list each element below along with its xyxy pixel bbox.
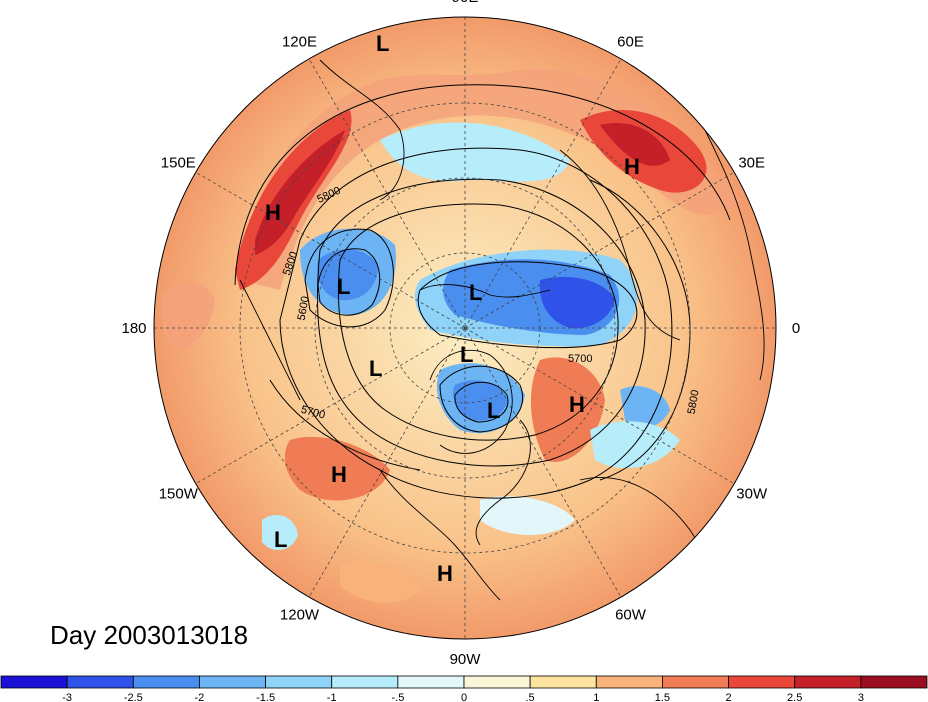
low-pressure-marker: L [376, 31, 389, 56]
colorbar-swatch [265, 675, 333, 689]
high-pressure-marker: H [265, 200, 281, 225]
graticule [154, 17, 776, 639]
contour-label: 5700 [568, 353, 592, 365]
low-pressure-marker: L [487, 398, 500, 423]
longitude-label: 30E [738, 155, 765, 172]
colorbar-tick-label: 1.5 [655, 692, 670, 702]
colorbar-swatch [397, 675, 465, 689]
colorbar-tick-label: 3 [858, 692, 864, 702]
longitude-label: 150W [159, 486, 199, 503]
colorbar-swatch [662, 675, 729, 689]
low-pressure-marker: L [337, 274, 350, 299]
longitude-label: 90E [452, 0, 479, 6]
colorbar-tick-label: 0 [461, 692, 467, 702]
colorbar: -3 -2.5 -2 -1.5 -1 -.5 0 .5 1 1.5 2 2.5 3 [0, 675, 928, 702]
low-pressure-marker: L [469, 280, 482, 305]
longitude-label: 30W [736, 486, 768, 503]
page-title: Day 2003013018 [50, 620, 249, 650]
height-contours [234, 84, 731, 499]
high-pressure-marker: H [569, 392, 585, 417]
colorbar-tick-label: -1.5 [256, 692, 275, 702]
colorbar-swatch [132, 675, 200, 689]
colorbar-swatch [463, 675, 531, 689]
colorbar-tick-label: -2.5 [124, 692, 143, 702]
low-pressure-marker: L [369, 356, 382, 381]
colorbar-tick-label: -1 [327, 692, 337, 702]
colorbar-swatch [595, 675, 663, 689]
colorbar-tick-label: .5 [526, 692, 535, 702]
low-pressure-marker: L [460, 342, 473, 367]
longitude-label: 90W [450, 651, 482, 668]
contour-label: 5600 [296, 295, 312, 321]
longitude-label: 0 [792, 320, 800, 337]
high-pressure-marker: H [437, 561, 453, 586]
colorbar-tick-label: 2.5 [787, 692, 802, 702]
colorbar-tick-label: 1 [593, 692, 599, 702]
map-boundary [153, 16, 777, 640]
longitude-label: 120E [282, 33, 317, 50]
contour-label: 5800 [686, 389, 702, 415]
high-pressure-marker: H [624, 154, 640, 179]
colorbar-swatch [794, 675, 862, 689]
longitude-label: 60E [617, 33, 644, 50]
colorbar-swatch [199, 675, 266, 689]
colorbar-tick-label: -.5 [391, 692, 404, 702]
longitude-label: 120W [280, 607, 320, 624]
colorbar-tick-label: -3 [62, 692, 72, 702]
colorbar-swatch [0, 675, 68, 689]
colorbar-swatch [529, 675, 597, 689]
longitude-label: 60W [615, 607, 647, 624]
longitude-label: 150E [161, 155, 196, 172]
colorbar-tick-label: 2 [726, 692, 732, 702]
longitude-label: 180 [121, 320, 146, 337]
colorbar-swatch [860, 675, 928, 689]
low-pressure-marker: L [274, 527, 287, 552]
colorbar-swatch [331, 675, 399, 689]
colorbar-tick-label: -2 [195, 692, 205, 702]
high-pressure-marker: H [331, 462, 347, 487]
longitude-labels: 90E 60E 30E 0 30W 60W 90W 120W 150W 180 150E 120E [121, 0, 800, 668]
pressure-centers: H H H H H L L L L L L L [265, 31, 640, 586]
colorbar-swatch [66, 675, 134, 689]
colorbar-swatch [728, 675, 796, 689]
